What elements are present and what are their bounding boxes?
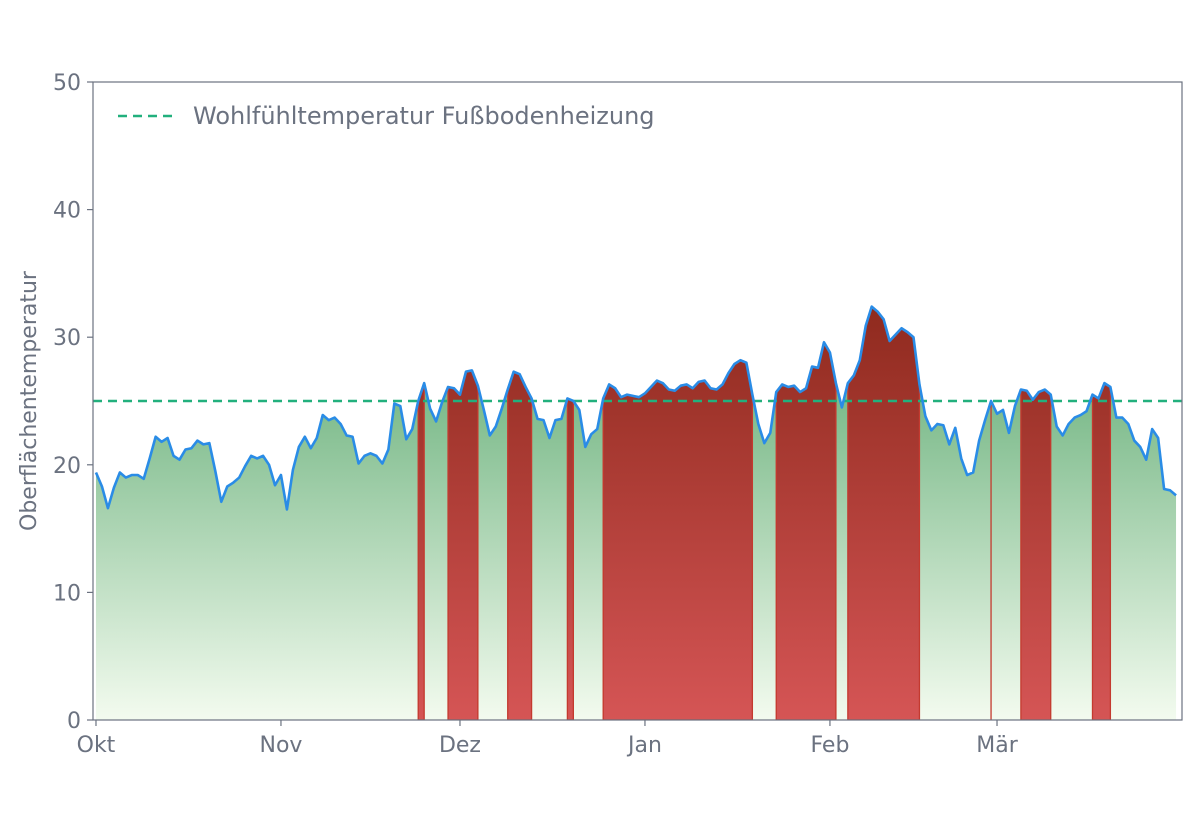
y-tick-label: 20	[53, 454, 81, 479]
legend: Wohlfühltemperatur Fußbodenheizung	[118, 102, 655, 130]
temperature-line	[94, 305, 1177, 511]
x-tick-label: Mär	[976, 733, 1018, 758]
y-axis: 0 10 20 30 40 50	[53, 71, 93, 734]
y-tick-label: 40	[53, 199, 81, 224]
x-tick-label: Dez	[439, 733, 481, 758]
legend-threshold-label: Wohlfühltemperatur Fußbodenheizung	[193, 102, 655, 130]
x-axis: Okt Nov Dez Jan Feb Mär	[77, 720, 1019, 758]
y-tick-label: 0	[67, 709, 81, 734]
plot-area	[93, 305, 1182, 720]
y-axis-title: Oberflächentemperatur	[17, 270, 42, 531]
y-tick-label: 10	[53, 581, 81, 606]
x-tick-label: Nov	[259, 733, 302, 758]
y-tick-label: 50	[53, 71, 81, 96]
x-tick-label: Okt	[77, 733, 116, 758]
x-tick-label: Jan	[626, 733, 662, 758]
plot-frame	[92, 81, 1183, 721]
y-tick-label: 30	[53, 326, 81, 351]
x-tick-label: Feb	[810, 733, 849, 758]
